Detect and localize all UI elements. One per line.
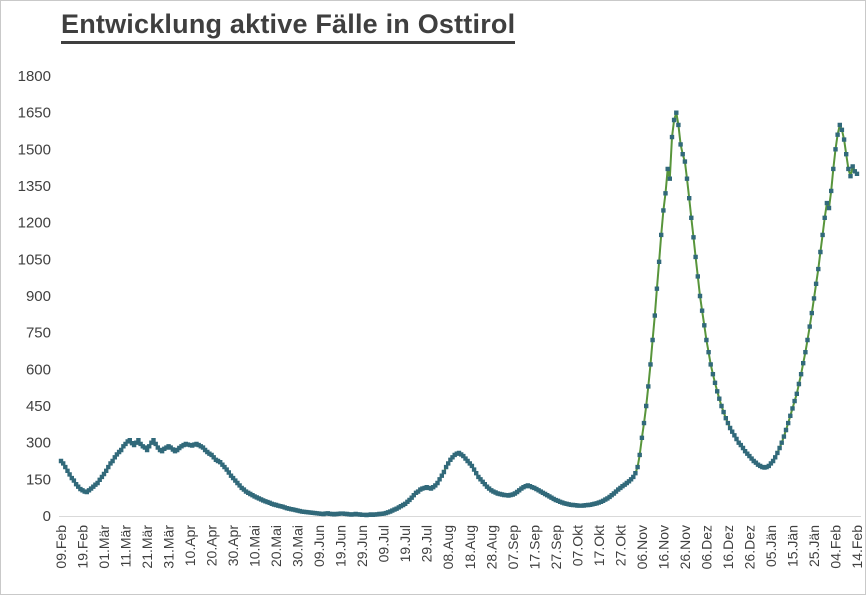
x-tick-label: 06.Nov (634, 525, 650, 569)
x-tick-label: 17.Okt (591, 525, 607, 566)
x-tick-label: 14.Feb (849, 525, 865, 569)
y-tick-label: 450 (26, 398, 51, 415)
y-tick-label: 900 (26, 288, 51, 305)
x-tick-label: 27.Sep (548, 525, 564, 570)
x-tick-label: 25.Jän (806, 525, 822, 567)
x-tick-label: 18.Aug (462, 525, 478, 569)
series-markers (58, 110, 860, 518)
x-tick-label: 26.Dez (741, 525, 757, 569)
y-tick-label: 300 (26, 435, 51, 452)
y-tick-label: 1350 (18, 178, 51, 195)
chart-title: Entwicklung aktive Fälle in Osttirol (61, 9, 516, 44)
x-tick-label: 20.Mai (268, 525, 284, 567)
x-tick-label: 09.Jul (376, 525, 392, 562)
y-tick-label: 150 (26, 471, 51, 488)
x-tick-label: 04.Feb (828, 525, 844, 569)
x-tick-label: 29.Jul (419, 525, 435, 562)
x-tick-label: 28.Aug (483, 525, 499, 569)
x-tick-label: 17.Sep (526, 525, 542, 570)
x-tick-label: 29.Jun (354, 525, 370, 567)
x-tick-label: 26.Nov (677, 525, 693, 569)
x-tick-label: 01.Mär (96, 525, 112, 569)
x-tick-label: 07.Okt (569, 525, 585, 566)
y-tick-label: 1200 (18, 215, 51, 232)
x-tick-label: 06.Dez (698, 525, 714, 569)
x-tick-label: 07.Sep (505, 525, 521, 570)
x-tick-label: 09.Feb (53, 525, 69, 569)
x-tick-label: 27.Okt (612, 525, 628, 566)
x-tick-label: 09.Jun (311, 525, 327, 567)
x-tick-label: 15.Jän (785, 525, 801, 567)
y-tick-label: 1800 (18, 68, 51, 85)
y-tick-label: 1650 (18, 105, 51, 122)
x-tick-label: 11.Mär (118, 525, 134, 568)
x-tick-label: 08.Aug (440, 525, 456, 569)
x-tick-label: 21.Mär (139, 525, 155, 569)
x-tick-label: 30.Apr (225, 525, 241, 567)
y-tick-label: 1050 (18, 251, 51, 268)
x-tick-label: 16.Nov (655, 525, 671, 569)
x-tick-label: 19.Jun (333, 525, 349, 567)
x-tick-label: 05.Jän (763, 525, 779, 567)
x-tick-label: 16.Dez (720, 525, 736, 569)
x-tick-label: 20.Apr (204, 525, 220, 567)
x-tick-label: 10.Mai (247, 525, 263, 567)
y-tick-label: 750 (26, 325, 51, 342)
x-tick-label: 19.Feb (75, 525, 91, 569)
y-tick-label: 600 (26, 361, 51, 378)
x-tick-label: 19.Jul (397, 525, 413, 562)
y-tick-label: 0 (43, 508, 51, 525)
x-tick-label: 31.Mär (161, 525, 177, 569)
x-tick-label: 10.Apr (182, 525, 198, 567)
x-tick-label: 30.Mai (290, 525, 306, 567)
y-tick-label: 1500 (18, 141, 51, 158)
